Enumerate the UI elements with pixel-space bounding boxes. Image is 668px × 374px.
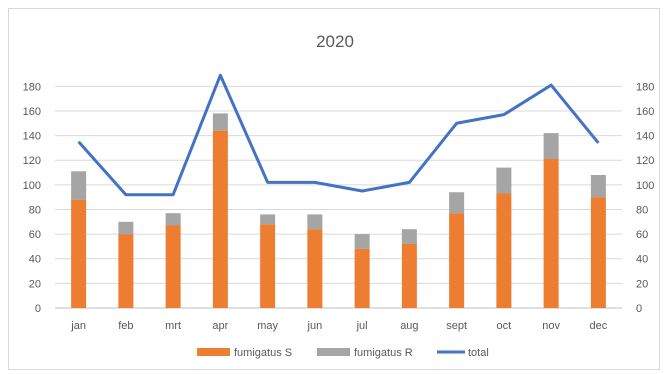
y-tick-label: 40 <box>29 254 41 266</box>
legend: fumigatus S fumigatus R total <box>197 347 489 359</box>
bar-fumigatus-r-dec <box>590 174 606 198</box>
y2-tick-label: 120 <box>636 155 654 167</box>
bar-fumigatus-s-oct <box>496 193 512 308</box>
bar-fumigatus-r-aug <box>401 229 417 244</box>
bar-fumigatus-r-feb <box>118 221 134 235</box>
x-tick-label: dec <box>590 320 608 332</box>
bar-fumigatus-s-may <box>260 224 276 308</box>
y-tick-label: 20 <box>29 278 41 290</box>
y-tick-label: 140 <box>23 131 41 143</box>
x-tick-label: jun <box>307 320 323 332</box>
x-tick-label: aug <box>400 320 418 332</box>
x-tick-label: sept <box>446 320 467 332</box>
bar-fumigatus-r-jul <box>354 234 370 249</box>
x-tick-label: nov <box>542 320 560 332</box>
y2-tick-label: 60 <box>636 229 648 241</box>
bar-fumigatus-s-sept <box>449 213 465 308</box>
gridlines <box>55 85 622 309</box>
y-tick-label: 120 <box>23 155 41 167</box>
y-tick-label: 180 <box>23 81 41 93</box>
legend-label: total <box>468 347 489 359</box>
legend-swatch <box>197 348 230 356</box>
y2-tick-label: 180 <box>636 81 654 93</box>
y2-tick-label: 100 <box>636 180 654 192</box>
bar-fumigatus-r-sept <box>449 192 465 214</box>
bar-fumigatus-s-feb <box>118 234 134 308</box>
x-tick-label: apr <box>212 320 228 332</box>
legend-label: fumigatus S <box>234 347 292 359</box>
y2-tick-label: 20 <box>636 278 648 290</box>
y2-tick-label: 80 <box>636 204 648 216</box>
y2-tick-label: 40 <box>636 254 648 266</box>
y-tick-label: 0 <box>35 303 41 315</box>
y-axis-left-labels: 0 20 40 60 80 100 120 140 160 180 <box>23 81 41 315</box>
x-tick-label: mrt <box>165 320 181 332</box>
x-tick-label: may <box>257 320 278 332</box>
bar-fumigatus-r-may <box>260 214 276 225</box>
bar-fumigatus-r-jun <box>307 214 323 230</box>
legend-swatch <box>317 348 350 356</box>
x-tick-label: feb <box>118 320 133 332</box>
y2-tick-label: 140 <box>636 131 654 143</box>
chart-title: 2020 <box>316 32 354 51</box>
bar-fumigatus-s-nov <box>543 158 559 308</box>
bar-fumigatus-s-jun <box>307 229 323 308</box>
bar-fumigatus-s-jan <box>71 199 87 308</box>
y-tick-label: 160 <box>23 106 41 118</box>
y2-tick-label: 0 <box>636 303 642 315</box>
bar-fumigatus-s-apr <box>212 130 228 308</box>
total-line <box>77 73 600 197</box>
y-tick-label: 100 <box>23 180 41 192</box>
bar-fumigatus-s-jul <box>354 248 370 308</box>
bar-fumigatus-s-dec <box>590 197 606 308</box>
x-tick-label: jan <box>70 320 86 332</box>
bar-fumigatus-r-oct <box>496 167 512 194</box>
x-axis-labels: jan feb mrt apr may jun jul aug sept oct nov dec <box>70 320 607 332</box>
bar-fumigatus-s-mrt <box>165 225 181 308</box>
bars <box>71 113 606 308</box>
legend-label: fumigatus R <box>354 347 413 359</box>
y-tick-label: 60 <box>29 229 41 241</box>
bar-fumigatus-s-aug <box>401 243 417 308</box>
chart-svg: 2020 0 20 40 60 80 100 120 140 160 180 0 20 40 60 80 1… <box>23 32 655 359</box>
x-tick-label: jul <box>356 320 368 332</box>
chart-frame: 2020 0 20 40 60 80 100 120 140 160 180 0 20 40 60 80 1… <box>8 8 660 370</box>
bar-fumigatus-r-nov <box>543 133 559 159</box>
y2-tick-label: 160 <box>636 106 654 118</box>
y-tick-label: 80 <box>29 204 41 216</box>
x-tick-label: oct <box>497 320 512 332</box>
bar-fumigatus-r-mrt <box>165 213 181 226</box>
y-axis-right-labels: 0 20 40 60 80 100 120 140 160 180 <box>636 81 654 315</box>
bar-fumigatus-r-apr <box>212 113 228 131</box>
total-series-line <box>77 73 600 197</box>
bar-fumigatus-r-jan <box>71 171 87 200</box>
